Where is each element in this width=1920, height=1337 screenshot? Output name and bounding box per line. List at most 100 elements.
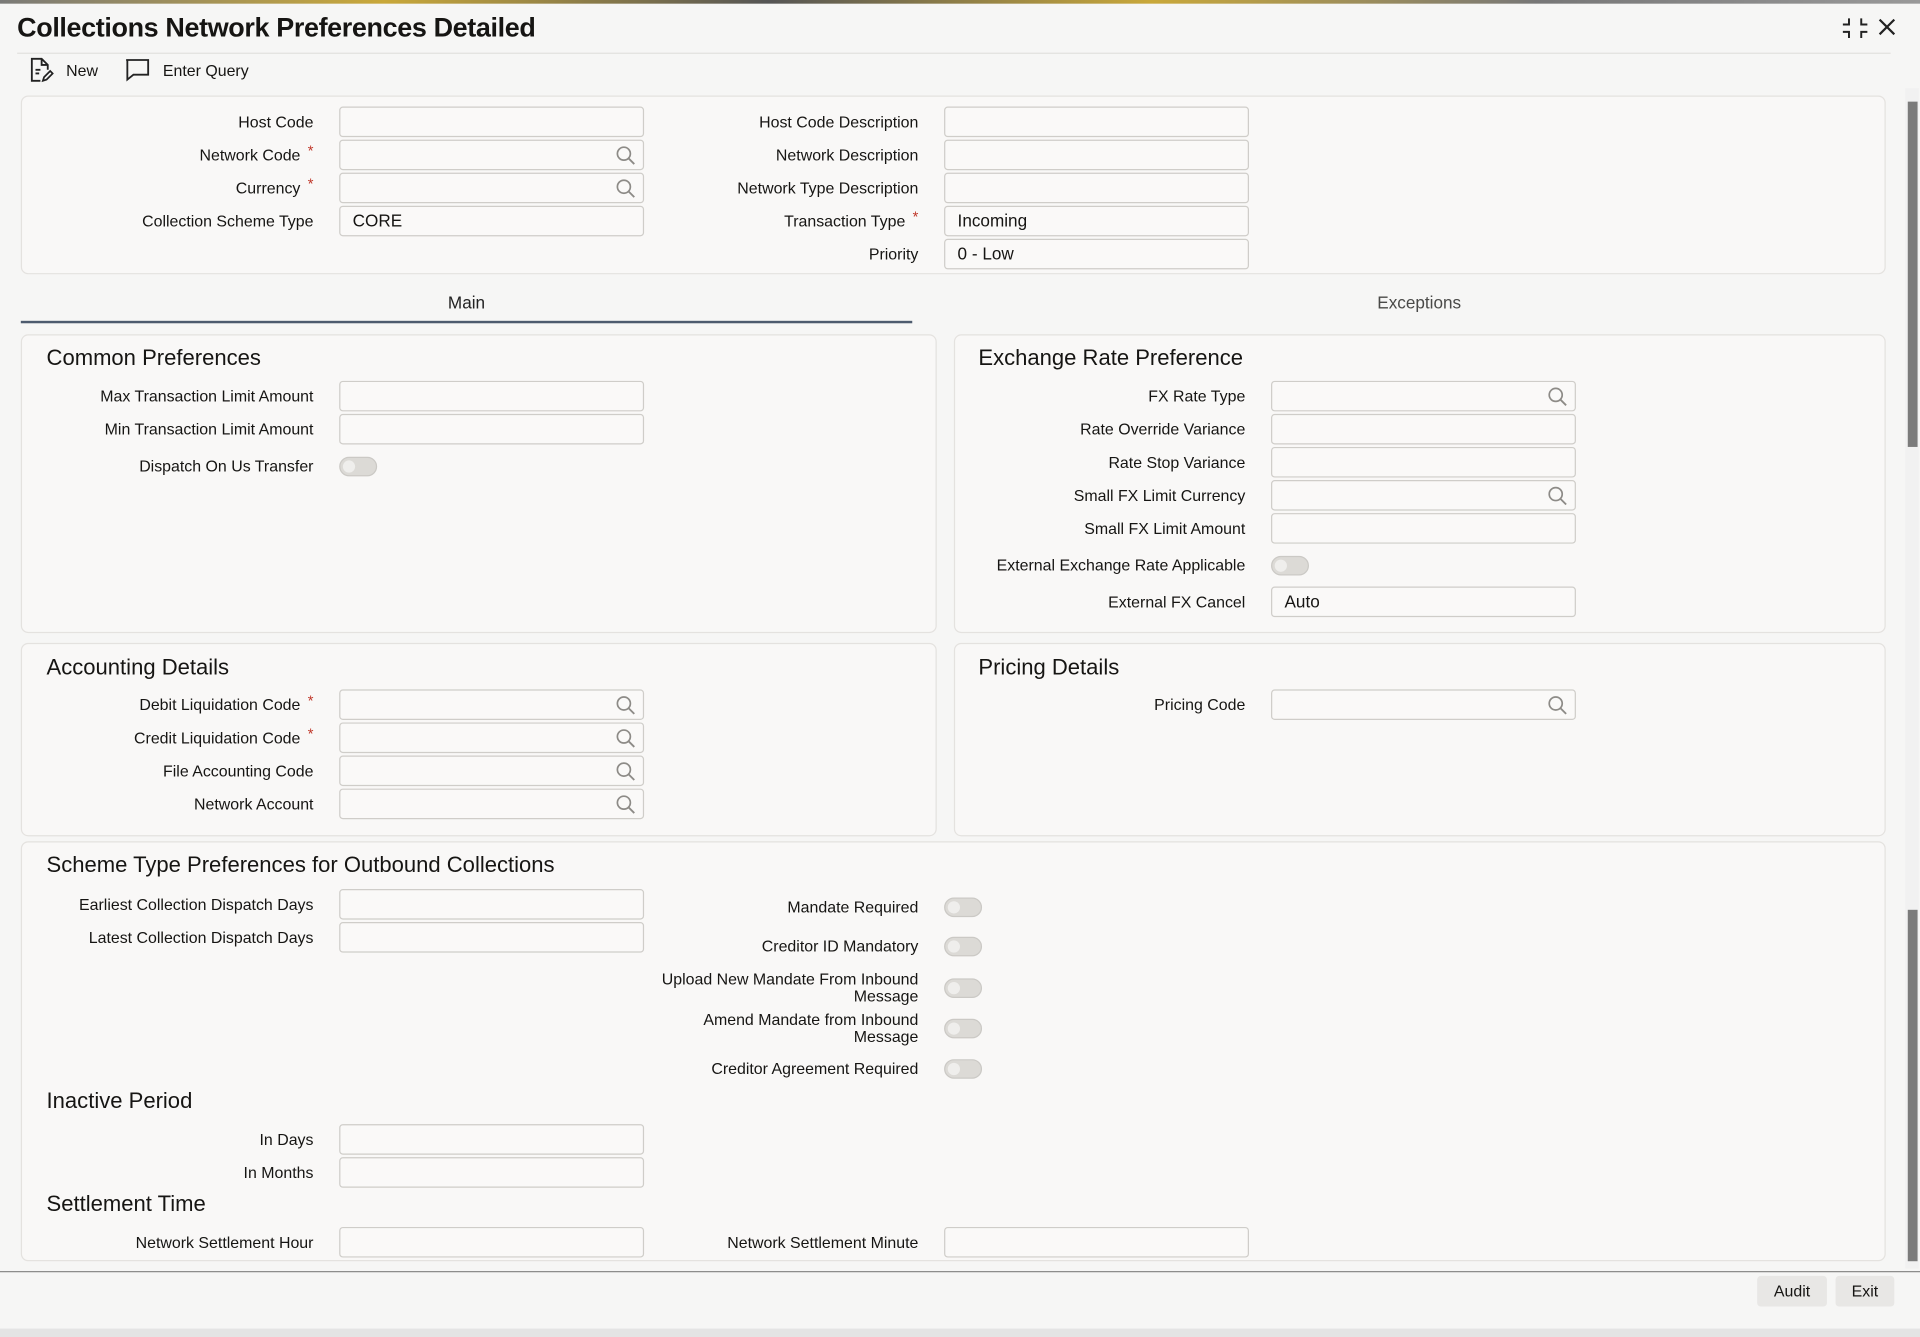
max-limit-label: Max Transaction Limit Amount: [100, 386, 314, 406]
settlement-minute-input[interactable]: [944, 1226, 1249, 1258]
network-account-input[interactable]: [339, 788, 645, 820]
accounting-details-title: Accounting Details: [46, 655, 230, 680]
network-code-label: Network Code *: [199, 142, 314, 165]
top-banner: [0, 0, 1920, 4]
tab-main-underline: [20, 320, 913, 324]
network-type-description-label: Network Type Description: [737, 178, 919, 198]
creditor-id-mandatory-toggle[interactable]: [944, 936, 983, 957]
title-divider: [17, 52, 1891, 54]
scheme-preferences-title: Scheme Type Preferences for Outbound Col…: [46, 852, 555, 877]
footer-divider: [0, 1271, 1920, 1273]
in-days-input[interactable]: [339, 1124, 645, 1155]
tab-main[interactable]: Main: [447, 292, 486, 313]
new-document-icon: [30, 57, 54, 83]
debit-liquidation-code-input[interactable]: [339, 689, 645, 721]
dispatch-on-us-toggle[interactable]: [339, 456, 378, 477]
earliest-dispatch-days-input[interactable]: [339, 888, 645, 920]
in-months-label: In Months: [243, 1163, 314, 1182]
exchange-rate-title: Exchange Rate Preference: [978, 345, 1244, 370]
network-description-label: Network Description: [775, 145, 919, 165]
file-accounting-code-input[interactable]: [339, 755, 645, 787]
collapse-icon[interactable]: [1842, 16, 1869, 40]
priority-input[interactable]: 0 - Low: [944, 238, 1249, 270]
common-preferences-panel: [20, 334, 937, 634]
exit-button[interactable]: Exit: [1835, 1275, 1895, 1307]
search-icon[interactable]: [1548, 696, 1568, 716]
priority-label: Priority: [868, 244, 919, 264]
settlement-hour-input[interactable]: [339, 1226, 645, 1258]
min-limit-input[interactable]: [339, 413, 645, 445]
latest-dispatch-days-label: Latest Collection Dispatch Days: [88, 928, 314, 947]
upload-new-mandate-toggle[interactable]: [944, 978, 983, 998]
new-label: New: [66, 60, 98, 79]
collection-scheme-type-label: Collection Scheme Type: [142, 211, 314, 231]
new-button[interactable]: New: [29, 56, 98, 83]
network-code-input[interactable]: [339, 139, 645, 171]
audit-button[interactable]: Audit: [1757, 1275, 1827, 1307]
rate-stop-variance-input[interactable]: [1271, 446, 1576, 478]
network-type-description-input[interactable]: [944, 172, 1249, 204]
external-rate-applicable-toggle[interactable]: [1271, 555, 1309, 576]
earliest-dispatch-days-label: Earliest Collection Dispatch Days: [79, 895, 314, 914]
inactive-period-title: Inactive Period: [46, 1088, 193, 1114]
pricing-details-title: Pricing Details: [978, 655, 1120, 680]
amend-mandate-label: Amend Mandate from Inbound Message: [703, 1010, 919, 1046]
common-preferences-title: Common Preferences: [46, 345, 261, 370]
latest-dispatch-days-input[interactable]: [339, 922, 645, 953]
fx-rate-type-label: FX Rate Type: [1148, 386, 1246, 406]
small-fx-limit-amount-label: Small FX Limit Amount: [1084, 519, 1246, 538]
network-account-label: Network Account: [194, 794, 314, 814]
search-icon[interactable]: [1548, 486, 1568, 506]
file-accounting-code-label: File Accounting Code: [163, 761, 314, 781]
search-icon[interactable]: [1548, 387, 1568, 407]
credit-liquidation-code-label: Credit Liquidation Code *: [134, 724, 314, 747]
scrollbar-thumb-lower[interactable]: [1907, 909, 1918, 1262]
page-title: Collections Network Preferences Detailed: [17, 12, 536, 43]
in-months-input[interactable]: [339, 1157, 645, 1188]
search-icon[interactable]: [616, 729, 636, 749]
rate-stop-variance-label: Rate Stop Variance: [1108, 453, 1246, 472]
settlement-time-title: Settlement Time: [46, 1191, 206, 1216]
scrollbar-thumb[interactable]: [1907, 101, 1918, 447]
credit-liquidation-code-input[interactable]: [339, 722, 645, 754]
host-code-input[interactable]: [339, 106, 645, 138]
settlement-hour-label: Network Settlement Hour: [135, 1233, 314, 1252]
small-fx-limit-amount-input[interactable]: [1271, 513, 1576, 544]
external-fx-cancel-input[interactable]: Auto: [1271, 586, 1576, 618]
small-fx-limit-currency-input[interactable]: [1271, 480, 1576, 511]
collection-scheme-type-input[interactable]: CORE: [339, 205, 645, 237]
upload-new-mandate-label: Upload New Mandate From Inbound Message: [661, 969, 919, 1006]
rate-override-variance-label: Rate Override Variance: [1080, 420, 1246, 439]
amend-mandate-toggle[interactable]: [944, 1018, 983, 1039]
small-fx-limit-currency-label: Small FX Limit Currency: [1073, 486, 1246, 505]
min-limit-label: Min Transaction Limit Amount: [104, 420, 314, 439]
pricing-code-input[interactable]: [1271, 689, 1576, 721]
max-limit-input[interactable]: [339, 380, 645, 412]
tab-exceptions[interactable]: Exceptions: [1377, 292, 1462, 313]
currency-input[interactable]: [339, 172, 645, 204]
fx-rate-type-input[interactable]: [1271, 380, 1576, 412]
search-icon[interactable]: [616, 696, 636, 716]
pricing-details-panel: [953, 642, 1886, 837]
enter-query-button[interactable]: Enter Query: [124, 56, 249, 83]
mandate-required-label: Mandate Required: [787, 897, 919, 916]
search-icon[interactable]: [616, 795, 636, 815]
transaction-type-input[interactable]: Incoming: [944, 205, 1249, 237]
pricing-code-label: Pricing Code: [1154, 695, 1246, 714]
currency-label: Currency *: [235, 175, 314, 198]
mandate-required-toggle[interactable]: [944, 897, 983, 918]
network-description-input[interactable]: [944, 139, 1249, 171]
in-days-label: In Days: [259, 1130, 314, 1149]
rate-override-variance-input[interactable]: [1271, 413, 1576, 445]
transaction-type-label: Transaction Type *: [784, 208, 919, 231]
host-code-description-label: Host Code Description: [759, 112, 919, 132]
dispatch-on-us-label: Dispatch On Us Transfer: [139, 456, 314, 476]
debit-liquidation-code-label: Debit Liquidation Code *: [139, 691, 314, 714]
close-icon[interactable]: [1877, 17, 1897, 37]
host-code-label: Host Code: [238, 112, 314, 132]
creditor-agreement-required-toggle[interactable]: [944, 1059, 983, 1079]
host-code-description-input[interactable]: [944, 106, 1249, 138]
settlement-minute-label: Network Settlement Minute: [727, 1233, 919, 1252]
search-icon[interactable]: [616, 762, 636, 782]
chat-bubble-icon: [126, 59, 150, 82]
